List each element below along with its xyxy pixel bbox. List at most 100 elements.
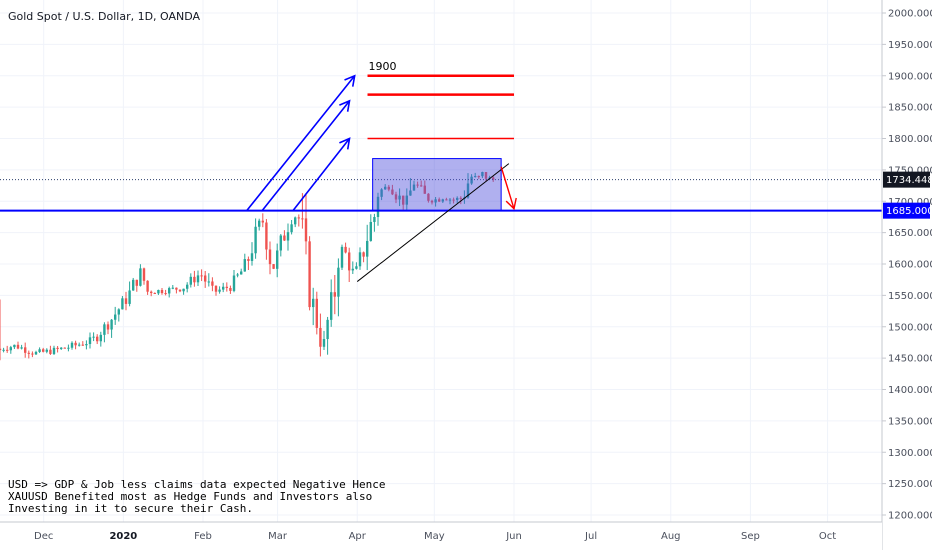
candle-body (56, 347, 59, 349)
candle-body (70, 342, 74, 348)
candle-body (322, 339, 326, 347)
candle-body (254, 226, 257, 254)
time-tick-label: Aug (661, 531, 681, 542)
candle-body (225, 286, 228, 288)
candle-body (16, 344, 20, 349)
candle-body (250, 253, 254, 261)
annotation-line-2: XAUUSD Benefited most as Hedge Funds and… (8, 490, 372, 503)
price-tick-label: 1900.000 (888, 71, 932, 82)
candle-body (9, 347, 12, 351)
candle-body (492, 177, 495, 180)
candle-body (423, 185, 426, 194)
candle-body (337, 267, 340, 297)
candle-body (301, 218, 304, 220)
candle-body (430, 200, 434, 203)
candle-body (175, 287, 178, 290)
candle-body (106, 324, 110, 330)
up-arrow-head (339, 137, 351, 150)
time-tick-label: Oct (819, 531, 836, 542)
candle-body (214, 285, 218, 292)
candle-body (452, 199, 455, 201)
price-tick-label: 1450.000 (888, 354, 932, 365)
candle-body (445, 199, 448, 201)
candle-body (103, 324, 106, 335)
time-tick-label: May (424, 531, 445, 542)
time-tick-label: Sep (741, 531, 760, 542)
down-arrow (500, 166, 515, 209)
candle-body (110, 319, 113, 330)
current-price-badge: 1734.448 (886, 175, 932, 186)
candle-body (13, 344, 16, 348)
time-tick-label: Jul (584, 531, 597, 542)
candle-body (6, 349, 9, 351)
candle-body (182, 288, 185, 292)
candle-body (427, 193, 430, 201)
candle-body (412, 184, 416, 191)
candle-body (85, 344, 88, 346)
candle-body (261, 220, 264, 223)
candle-body (394, 194, 398, 200)
candle-body (78, 344, 81, 346)
candle-body (236, 274, 239, 276)
candle-body (265, 222, 268, 250)
candle-body (340, 246, 344, 268)
chart-grid (0, 0, 882, 522)
candle-body (38, 349, 41, 352)
candle-body (27, 352, 30, 354)
candle-body (315, 298, 318, 328)
price-tick-label: 1400.000 (888, 385, 932, 396)
candle-body (286, 232, 290, 241)
candle-body (178, 289, 182, 292)
candle-body (160, 289, 164, 294)
candle-body (114, 314, 117, 320)
price-tick-label: 1550.000 (888, 291, 932, 302)
time-tick-label: Dec (34, 531, 53, 542)
chart-title: Gold Spot / U.S. Dollar, 1D, OANDA (8, 10, 201, 23)
candle-body (229, 287, 232, 291)
up-arrow (292, 138, 351, 212)
candle-body (279, 235, 282, 251)
candle-body (49, 349, 52, 354)
candle-body (466, 183, 470, 198)
candle-body (240, 271, 243, 275)
range-box (372, 158, 502, 212)
candle-body (294, 217, 297, 225)
candle-body (416, 184, 419, 186)
candle-body (211, 281, 214, 286)
candle-series (0, 171, 495, 361)
candle-body (441, 199, 444, 202)
candle-body (20, 347, 23, 349)
candle-body (456, 197, 459, 201)
candle-body (409, 190, 412, 196)
candle-body (92, 336, 95, 338)
time-tick-label: Mar (268, 531, 288, 542)
candle-body (355, 266, 358, 269)
candle-body (168, 288, 171, 294)
candle-body (0, 348, 2, 351)
candle-body (128, 290, 131, 304)
candle-body (290, 224, 293, 233)
time-tick-label: 2020 (109, 531, 137, 542)
candle-body (96, 336, 99, 342)
candle-body (391, 189, 394, 195)
candle-body (366, 240, 369, 257)
candle-body (477, 176, 480, 178)
candle-body (326, 319, 329, 340)
candle-body (308, 241, 311, 308)
candle-body (247, 259, 250, 261)
candle-body (362, 252, 365, 257)
candle-body (243, 259, 246, 272)
candle-body (153, 293, 156, 295)
candle-body (63, 347, 66, 349)
candle-body (398, 195, 401, 200)
candle-body (45, 349, 48, 352)
candle-body (157, 289, 160, 294)
time-tick-label: Apr (349, 531, 367, 542)
candle-body (204, 275, 207, 282)
candle-body (121, 298, 124, 310)
candle-body (420, 185, 423, 187)
down-arrow-head (505, 197, 517, 211)
support-price-badge: 1685.000 (886, 206, 932, 217)
